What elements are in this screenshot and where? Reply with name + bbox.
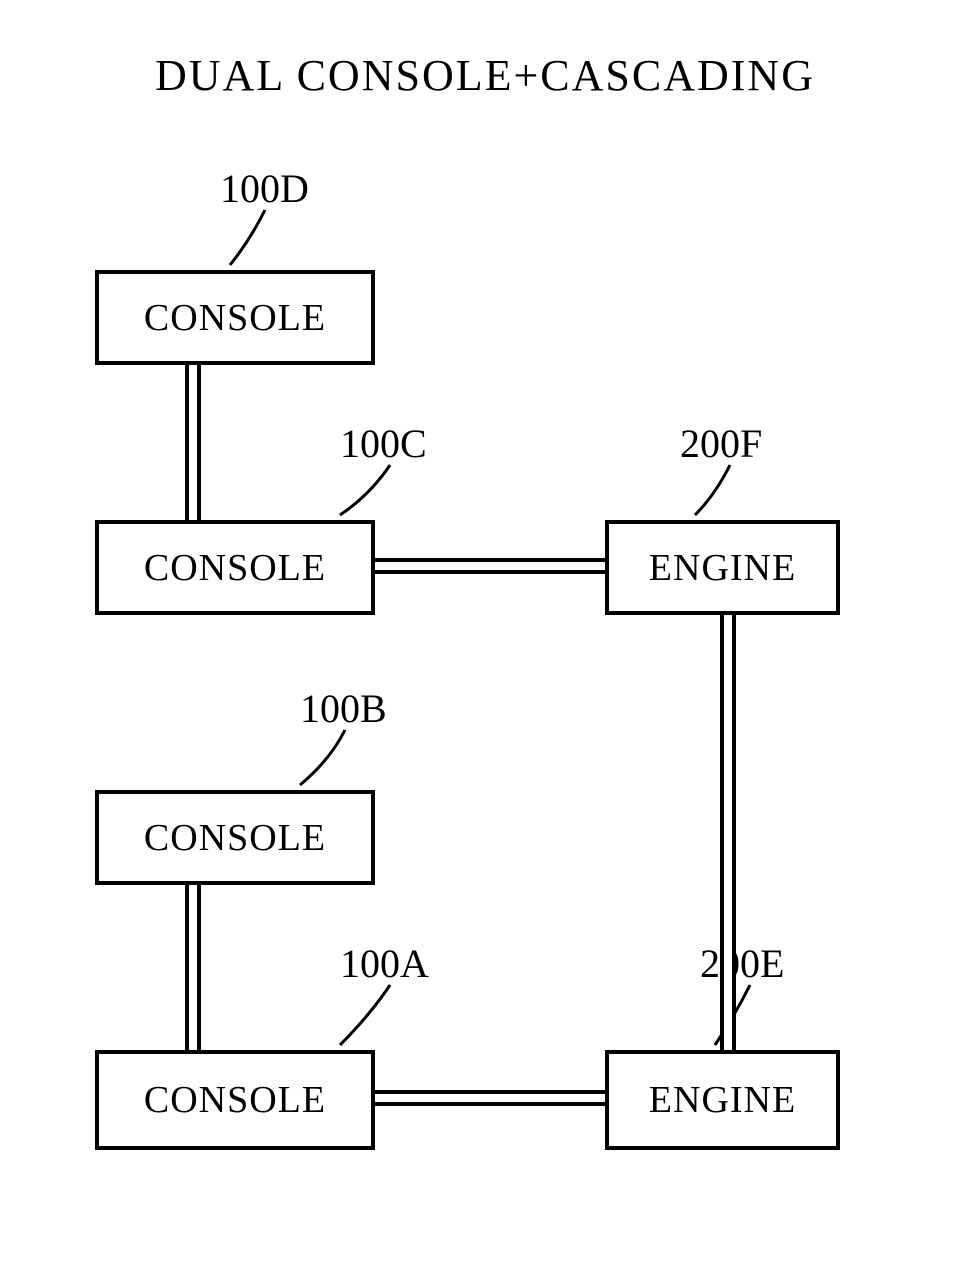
diagram-title: DUAL CONSOLE+CASCADING (95, 50, 875, 101)
console-b-label: CONSOLE (144, 816, 326, 860)
ref-100d: 100D (220, 165, 309, 212)
leader-100b (300, 730, 345, 785)
engine-f-box: ENGINE (605, 520, 840, 615)
console-a-box: CONSOLE (95, 1050, 375, 1150)
engine-e-label: ENGINE (649, 1078, 796, 1122)
console-b-box: CONSOLE (95, 790, 375, 885)
connector-a-e (375, 1090, 605, 1106)
ref-200f: 200F (680, 420, 762, 467)
leader-100d (230, 210, 265, 265)
engine-e-box: ENGINE (605, 1050, 840, 1150)
ref-100c: 100C (340, 420, 427, 467)
ref-100b: 100B (300, 685, 387, 732)
connector-d-c (185, 365, 201, 520)
leader-100a (340, 985, 390, 1045)
console-c-label: CONSOLE (144, 546, 326, 590)
connector-c-f (375, 558, 605, 574)
leader-200f (695, 465, 730, 515)
console-d-box: CONSOLE (95, 270, 375, 365)
ref-200e: 200E (700, 940, 784, 987)
ref-100a: 100A (340, 940, 429, 987)
console-c-box: CONSOLE (95, 520, 375, 615)
engine-f-label: ENGINE (649, 546, 796, 590)
connector-f-e (720, 615, 736, 1050)
connector-b-a (185, 885, 201, 1050)
leader-100c (340, 465, 390, 515)
console-a-label: CONSOLE (144, 1078, 326, 1122)
console-d-label: CONSOLE (144, 296, 326, 340)
